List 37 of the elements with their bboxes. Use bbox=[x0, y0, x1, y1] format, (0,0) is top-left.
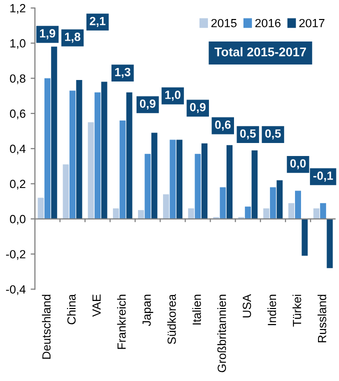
x-tick-label: Russland bbox=[318, 294, 326, 342]
annotation: 0,9 bbox=[140, 99, 156, 110]
x-tick-label: USA bbox=[242, 294, 252, 318]
legend-label: 2015 bbox=[211, 18, 237, 28]
annotation: 0,5 bbox=[240, 129, 256, 140]
annotation: 0,0 bbox=[290, 159, 306, 170]
annotation: 1,3 bbox=[115, 68, 130, 78]
y-tick-label: -0,4 bbox=[6, 285, 26, 295]
legend-label: 2016 bbox=[255, 18, 280, 28]
y-tick-label: 1,2 bbox=[10, 4, 26, 14]
annotation: Total 2015-2017 bbox=[214, 47, 306, 56]
x-tick-label: Italien bbox=[192, 294, 201, 324]
y-tick-label: 1,0 bbox=[10, 39, 26, 49]
x-tick-label: Indien bbox=[267, 294, 276, 326]
y-tick-label: 0,6 bbox=[10, 109, 26, 120]
x-tick-label: Frankreich bbox=[117, 294, 126, 349]
x-tick-label: Großbritannien bbox=[217, 294, 226, 372]
annotation: 0,9 bbox=[190, 102, 206, 114]
x-tick-label: Südkorea bbox=[167, 294, 176, 344]
annotation: 1,0 bbox=[165, 90, 180, 101]
annotation: 0,5 bbox=[265, 129, 281, 140]
y-tick-label: 0,4 bbox=[10, 144, 26, 154]
annotation: 2,1 bbox=[90, 16, 106, 27]
legend-label: 2017 bbox=[299, 18, 324, 28]
annotation: 0,6 bbox=[215, 120, 231, 131]
y-tick-label: 0,2 bbox=[10, 180, 26, 190]
annotation: 1,8 bbox=[65, 32, 80, 43]
x-tick-label: Türkei bbox=[292, 294, 302, 327]
annotation: -0,1 bbox=[313, 172, 333, 182]
y-tick-label: -0,2 bbox=[6, 250, 26, 260]
annotation: 1,9 bbox=[40, 29, 56, 40]
y-tick-label: 0,8 bbox=[10, 74, 26, 84]
x-tick-label: Japan bbox=[142, 294, 154, 326]
x-tick-label: Deutschland bbox=[42, 294, 51, 359]
x-tick-label: China bbox=[67, 294, 76, 324]
x-tick-label: VAE bbox=[92, 294, 101, 317]
y-tick-label: 0,0 bbox=[10, 214, 26, 225]
